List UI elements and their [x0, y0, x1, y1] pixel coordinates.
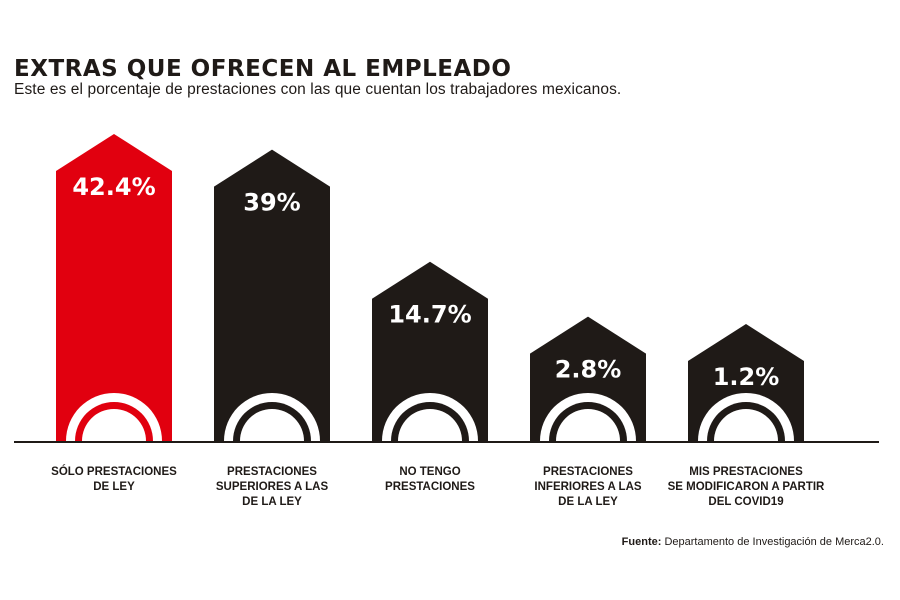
bar: [372, 261, 488, 441]
data-label: 2.8%: [555, 356, 622, 384]
data-label: 1.2%: [713, 363, 780, 391]
source-text: Departamento de Investigación de Merca2.…: [664, 536, 884, 548]
bar: [214, 149, 330, 441]
bar-group: 39%: [214, 149, 330, 442]
bar-group: 1.2%: [688, 324, 804, 442]
data-label: 39%: [243, 189, 300, 217]
chart-title: EXTRAS QUE OFRECEN AL EMPLEADO: [14, 56, 512, 82]
bar-arch-inner: [240, 409, 304, 442]
category-label: NO TENGO PRESTACIONES: [385, 466, 475, 493]
data-label: 42.4%: [72, 173, 155, 201]
category-label: PRESTACIONES INFERIORES A LAS DE LA LEY: [534, 466, 641, 508]
bar-group: 42.4%: [56, 134, 172, 442]
category-label: MIS PRESTACIONES SE MODIFICARON A PARTIR D…: [668, 466, 825, 508]
bar-arch-inner: [714, 409, 778, 442]
category-labels-group: SÓLO PRESTACIONES DE LEY PRESTACIONES SUPER…: [51, 465, 825, 508]
chart-subtitle: Este es el porcentaje de prestaciones co…: [14, 81, 622, 98]
bar-arch-inner: [556, 409, 620, 442]
bar: [56, 134, 172, 441]
source-note: Fuente: Departamento de Investigación de…: [622, 536, 884, 548]
source-label: Fuente:: [621, 536, 662, 548]
bars-group: 42.4% 39% 14.7% 2.8% 1.2%: [56, 134, 804, 442]
bar-group: 14.7%: [372, 261, 488, 442]
category-label: PRESTACIONES SUPERIORES A LAS DE LA LEY: [216, 466, 329, 508]
data-label: 14.7%: [388, 301, 471, 329]
bar-group: 2.8%: [530, 316, 646, 442]
category-label: SÓLO PRESTACIONES DE LEY: [51, 465, 177, 493]
bar-arch-inner: [398, 409, 462, 442]
bar-arch-inner: [82, 409, 146, 442]
